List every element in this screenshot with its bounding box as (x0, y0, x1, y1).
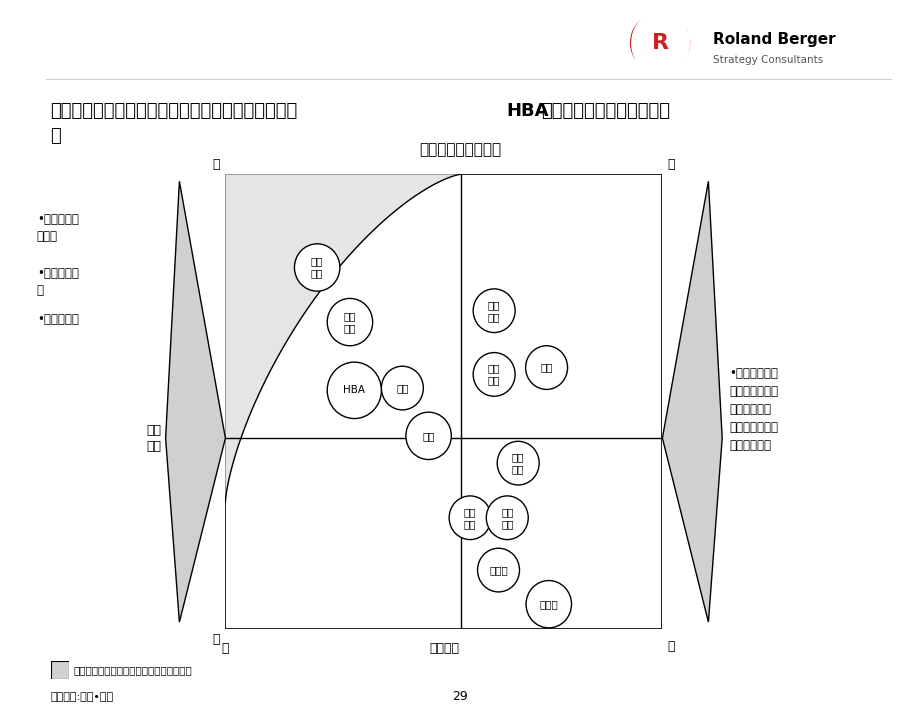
Text: 主要消费者品类分析: 主要消费者品类分析 (418, 141, 501, 157)
Text: 平均
价格: 平均 价格 (146, 424, 161, 453)
Text: 音像
制品: 音像 制品 (487, 363, 500, 385)
Text: 生鲜
日配: 生鲜 日配 (311, 257, 323, 279)
Circle shape (327, 299, 372, 346)
Text: 高: 高 (221, 642, 229, 655)
Text: 购买频率: 购买频率 (428, 642, 459, 655)
Text: R: R (651, 33, 668, 53)
Text: 资料来源:罗兰•贝格: 资料来源:罗兰•贝格 (51, 692, 114, 702)
Text: Roland Berger: Roland Berger (712, 31, 834, 47)
Circle shape (486, 496, 528, 540)
Circle shape (448, 496, 491, 540)
Text: 品类上一次性购足的业态类: 品类上一次性购足的业态类 (540, 102, 669, 119)
Text: 高: 高 (212, 633, 220, 646)
Text: •购买决策容
易: •购买决策容 易 (37, 267, 79, 296)
Text: 小家电: 小家电 (489, 565, 507, 575)
Circle shape (526, 581, 571, 628)
Text: 杂货: 杂货 (396, 383, 408, 393)
Text: HBA: HBA (505, 102, 548, 119)
Text: 29: 29 (451, 690, 468, 703)
Circle shape (525, 346, 567, 390)
Circle shape (327, 362, 381, 419)
Text: 低: 低 (666, 158, 674, 171)
Text: 食品
干货: 食品 干货 (344, 311, 356, 333)
Text: 服装
服饰: 服装 服饰 (463, 507, 476, 529)
Text: •消费者购买
频率高: •消费者购买 频率高 (37, 213, 79, 243)
Text: 床上
用品: 床上 用品 (501, 507, 513, 529)
Text: HBA: HBA (343, 385, 365, 395)
Circle shape (472, 289, 515, 333)
Text: 低: 低 (666, 640, 674, 653)
Text: 体育
用品: 体育 用品 (511, 452, 524, 474)
Text: Strategy Consultants: Strategy Consultants (712, 55, 823, 65)
Text: •一次性购足: •一次性购足 (37, 313, 79, 326)
Text: ：代表购买决策容易，购买频繁的商品品类: ：代表购买决策容易，购买频繁的商品品类 (74, 665, 192, 675)
Text: •综合超市应选
择其中购买频率
高购买决策容
易的品类作为便
利性品类经营: •综合超市应选 择其中购买频率 高购买决策容 易的品类作为便 利性品类经营 (729, 367, 777, 452)
Text: 家居: 家居 (422, 431, 435, 441)
Text: 综合超市业态是以满足消费者在食品、生鲜、杂货、: 综合超市业态是以满足消费者在食品、生鲜、杂货、 (51, 102, 298, 119)
Text: 办公
用品: 办公 用品 (487, 300, 500, 321)
Text: 大家电: 大家电 (539, 599, 558, 609)
Circle shape (294, 244, 339, 291)
Circle shape (472, 353, 515, 396)
Circle shape (405, 412, 451, 459)
Polygon shape (225, 174, 461, 502)
Text: 型: 型 (51, 127, 62, 144)
Circle shape (381, 366, 423, 410)
Circle shape (641, 23, 678, 62)
Text: 玩具: 玩具 (539, 363, 552, 373)
Circle shape (630, 14, 688, 72)
Circle shape (477, 548, 519, 592)
Circle shape (496, 442, 539, 485)
Text: 低: 低 (212, 158, 220, 171)
